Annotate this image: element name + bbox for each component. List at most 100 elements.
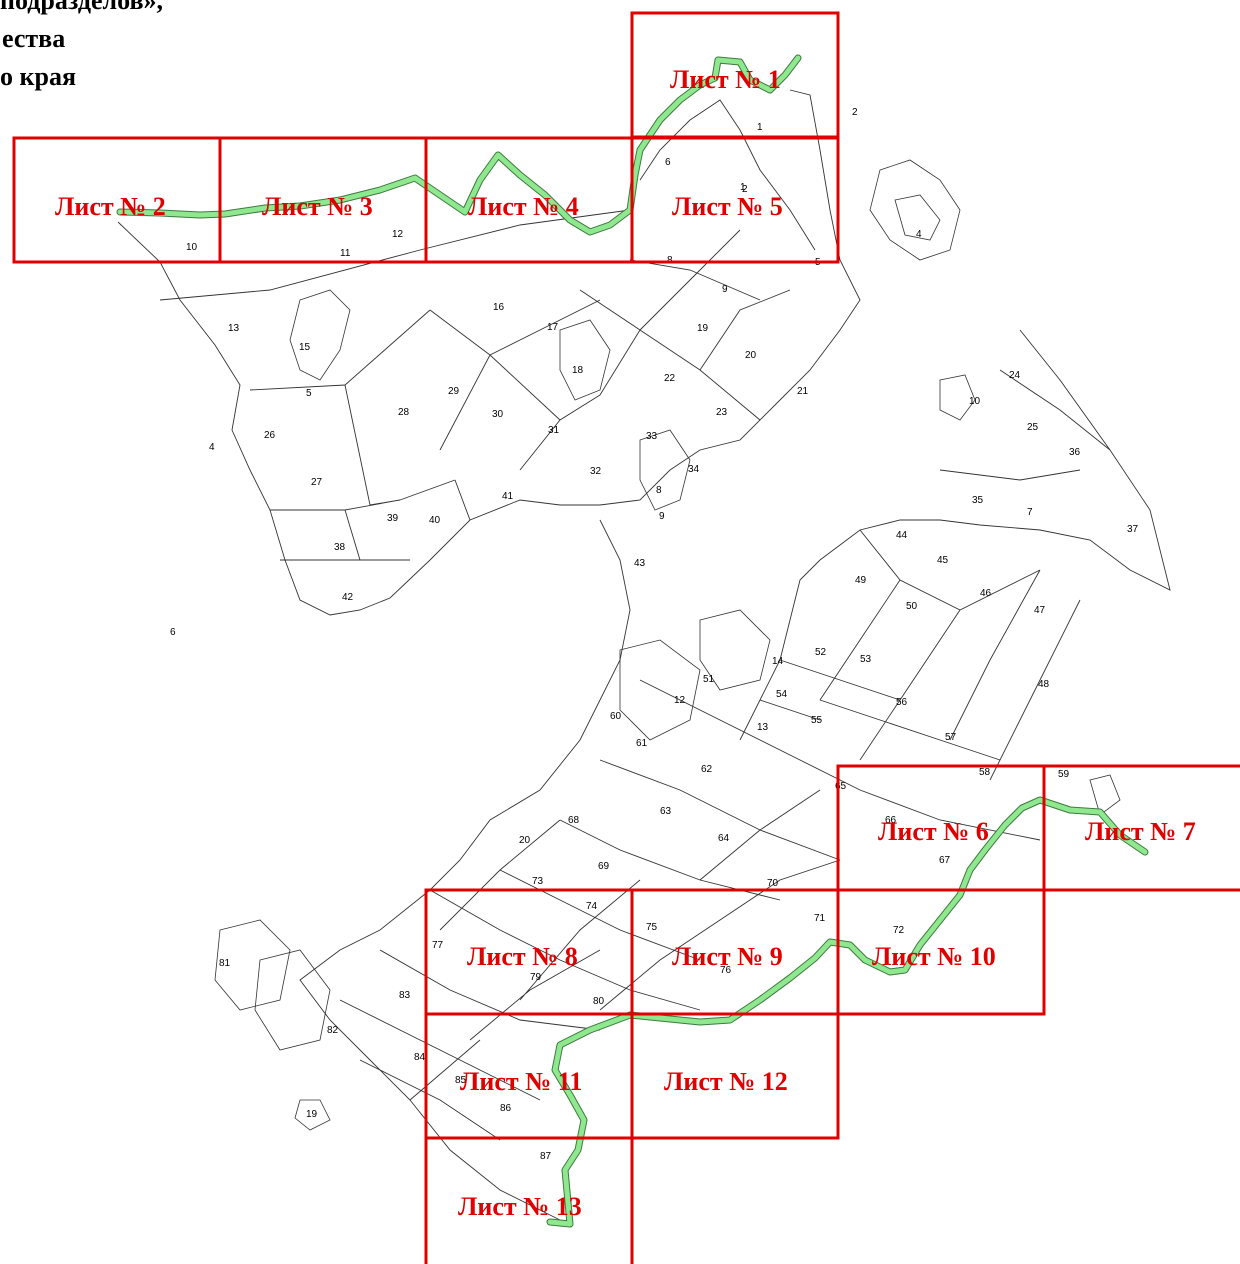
sheet-6[interactable]: Лист № 6 bbox=[838, 766, 1044, 890]
territory-contours bbox=[118, 90, 1170, 1220]
plot-number-57: 57 bbox=[945, 732, 957, 743]
plot-number-9: 9 bbox=[722, 284, 728, 295]
route-south bbox=[550, 800, 1145, 1224]
plot-number-5: 5 bbox=[306, 388, 312, 399]
sheet-3-label: Лист № 3 bbox=[262, 192, 373, 221]
plot-number-13: 13 bbox=[757, 722, 769, 733]
sheet-9[interactable]: Лист № 9 bbox=[632, 890, 838, 1014]
plot-number-9: 9 bbox=[659, 511, 665, 522]
plot-number-16: 16 bbox=[493, 302, 505, 313]
plot-number-10: 10 bbox=[969, 396, 981, 407]
plot-number-12: 12 bbox=[674, 695, 686, 706]
plot-number-53: 53 bbox=[860, 654, 872, 665]
plot-number-73: 73 bbox=[532, 876, 544, 887]
plot-number-63: 63 bbox=[660, 806, 672, 817]
plot-number-83: 83 bbox=[399, 990, 411, 1001]
plot-number-60: 60 bbox=[610, 711, 622, 722]
sheet-6-label: Лист № 6 bbox=[878, 817, 989, 846]
sheet-2-label: Лист № 2 bbox=[55, 192, 166, 221]
sheet-3[interactable]: Лист № 3 bbox=[220, 138, 426, 262]
plot-number-6: 6 bbox=[170, 627, 176, 638]
plot-number-36: 36 bbox=[1069, 447, 1081, 458]
plot-number-19: 19 bbox=[306, 1109, 318, 1120]
sheet-8-label: Лист № 8 bbox=[467, 942, 578, 971]
plot-number-32: 32 bbox=[590, 466, 602, 477]
sheet-7-label: Лист № 7 bbox=[1085, 817, 1196, 846]
sheet-13[interactable]: Лист № 13 bbox=[426, 1138, 632, 1264]
plot-number-42: 42 bbox=[342, 592, 354, 603]
sheet-10-label: Лист № 10 bbox=[872, 942, 996, 971]
plot-number-82: 82 bbox=[327, 1025, 339, 1036]
plot-number-71: 71 bbox=[814, 913, 826, 924]
plot-number-48: 48 bbox=[1038, 679, 1050, 690]
plot-number-75: 75 bbox=[646, 922, 658, 933]
plot-number-67: 67 bbox=[939, 855, 951, 866]
plot-number-37: 37 bbox=[1127, 524, 1139, 535]
plot-number-33: 33 bbox=[646, 431, 658, 442]
plot-number-84: 84 bbox=[414, 1052, 426, 1063]
route-south-outline bbox=[550, 800, 1145, 1224]
plot-number-47: 47 bbox=[1034, 605, 1046, 616]
sheet-13-label: Лист № 13 bbox=[458, 1192, 582, 1221]
plot-number-38: 38 bbox=[334, 542, 346, 553]
sheet-10[interactable]: Лист № 10 bbox=[838, 890, 1044, 1014]
plot-number-39: 39 bbox=[387, 513, 399, 524]
plot-number-79: 79 bbox=[530, 972, 542, 983]
plot-number-34: 34 bbox=[688, 464, 700, 475]
plot-number-52: 52 bbox=[815, 647, 827, 658]
plot-number-50: 50 bbox=[906, 601, 918, 612]
plot-number-6: 6 bbox=[665, 157, 671, 168]
plot-number-81: 81 bbox=[219, 958, 231, 969]
plot-number-4: 4 bbox=[209, 442, 215, 453]
plot-number-8: 8 bbox=[656, 485, 662, 496]
plot-number-18: 18 bbox=[572, 365, 584, 376]
plot-number-22: 22 bbox=[664, 373, 676, 384]
plot-number-54: 54 bbox=[776, 689, 788, 700]
sheet-4-label: Лист № 4 bbox=[468, 192, 579, 221]
coastal-fragment-5 bbox=[640, 430, 690, 510]
plot-number-12: 12 bbox=[392, 229, 404, 240]
plot-number-30: 30 bbox=[492, 409, 504, 420]
plot-number-59: 59 bbox=[1058, 769, 1070, 780]
plot-number-31: 31 bbox=[548, 425, 560, 436]
plot-number-35: 35 bbox=[972, 495, 984, 506]
plot-number-87: 87 bbox=[540, 1151, 552, 1162]
plot-number-41: 41 bbox=[502, 491, 514, 502]
coastal-fragment-4 bbox=[560, 320, 610, 400]
plot-number-15: 15 bbox=[299, 342, 311, 353]
plot-number-26: 26 bbox=[264, 430, 276, 441]
sheet-11-label: Лист № 11 bbox=[460, 1067, 582, 1096]
sheet-9-label: Лист № 9 bbox=[672, 942, 783, 971]
plot-number-24: 24 bbox=[1009, 370, 1021, 381]
plot-number-19: 19 bbox=[697, 323, 709, 334]
sheet-1-label: Лист № 1 bbox=[670, 65, 781, 94]
coastal-fragment-1 bbox=[870, 160, 960, 260]
plot-number-13: 13 bbox=[228, 323, 240, 334]
plot-number-77: 77 bbox=[432, 940, 444, 951]
plot-number-17: 17 bbox=[547, 322, 559, 333]
plot-number-45: 45 bbox=[937, 555, 949, 566]
plot-number-62: 62 bbox=[701, 764, 713, 775]
sheet-5-label: Лист № 5 bbox=[672, 192, 783, 221]
plot-number-20: 20 bbox=[519, 835, 531, 846]
plot-number-80: 80 bbox=[593, 996, 605, 1007]
sheet-4[interactable]: Лист № 4 bbox=[426, 138, 632, 262]
plot-number-27: 27 bbox=[311, 477, 323, 488]
plot-number-61: 61 bbox=[636, 738, 648, 749]
plot-number-70: 70 bbox=[767, 878, 779, 889]
plot-number-72: 72 bbox=[893, 925, 905, 936]
plot-number-1: 1 bbox=[757, 122, 763, 133]
sheet-12[interactable]: Лист № 12 bbox=[632, 1014, 838, 1138]
plot-number-11: 11 bbox=[340, 248, 351, 259]
plot-number-20: 20 bbox=[745, 350, 757, 361]
plot-number-51: 51 bbox=[703, 674, 715, 685]
sheet-12-label: Лист № 12 bbox=[664, 1067, 788, 1096]
plot-number-68: 68 bbox=[568, 815, 580, 826]
sheet-5[interactable]: Лист № 5 bbox=[632, 138, 838, 262]
plot-number-21: 21 bbox=[797, 386, 809, 397]
plot-number-25: 25 bbox=[1027, 422, 1039, 433]
plot-number-44: 44 bbox=[896, 530, 908, 541]
sheet-7[interactable]: Лист № 7 bbox=[1044, 766, 1240, 890]
